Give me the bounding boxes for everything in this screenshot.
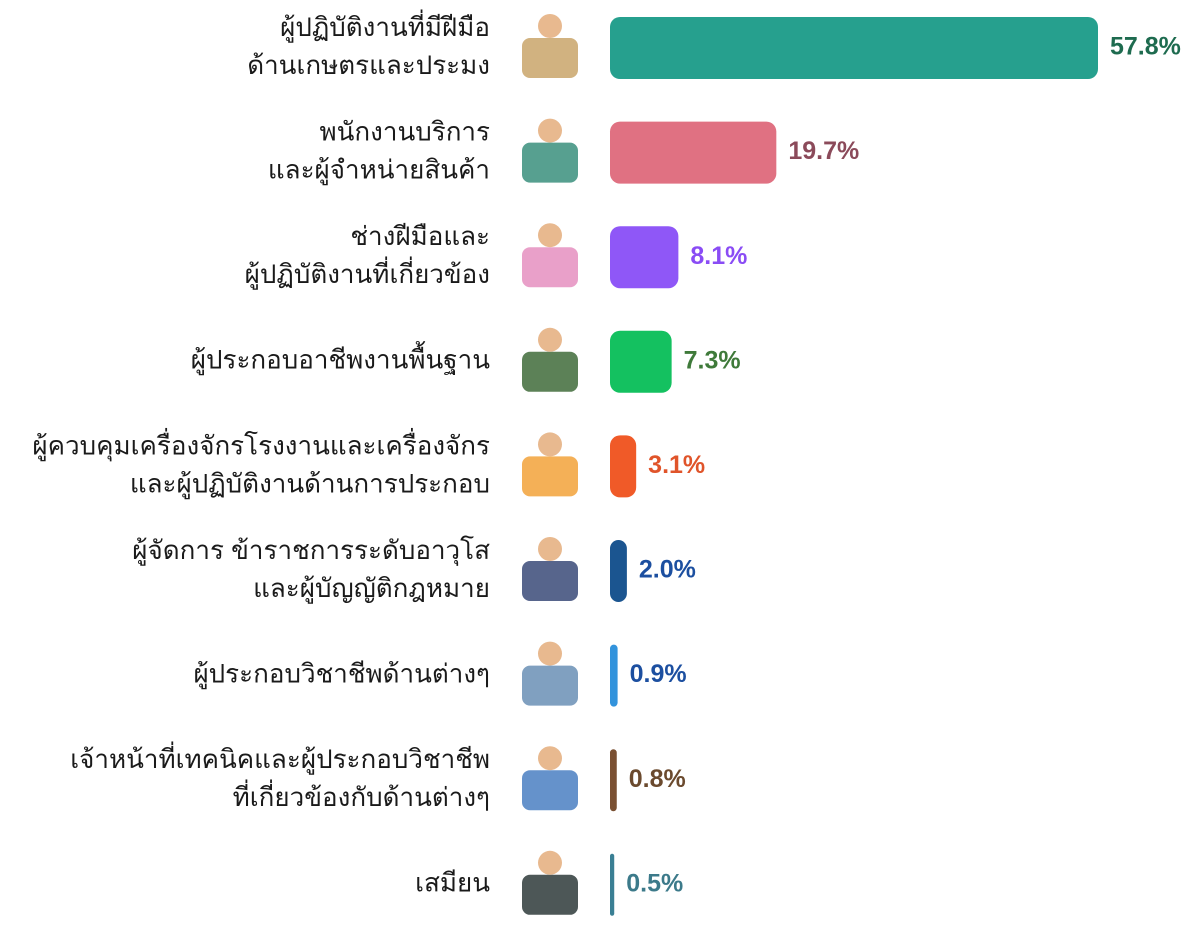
category-label: ผู้ปฏิบัติงานที่มีฝีมือ [280,9,490,43]
icon-body [522,456,578,497]
value-label: 0.9% [630,660,687,688]
bar [610,330,672,393]
value-label: 19.7% [788,137,859,165]
bar [610,749,617,812]
icon-body [522,38,578,78]
value-label: 3.1% [648,451,705,479]
icon-body [522,351,578,392]
bar [610,17,1098,79]
category-label: ช่างฝีมือและ [350,221,490,251]
icon-head [538,850,562,875]
category-label: ผู้จัดการ ข้าราชการระดับอาวุโส [132,535,490,566]
bar [610,540,627,602]
icon-head [538,537,562,561]
value-label: 0.5% [626,869,683,897]
icon-body [522,874,578,915]
category-label: และผู้บัญญัติกฎหมาย [253,573,490,604]
bar [610,644,618,707]
bar [610,121,777,184]
category-label: และผู้จำหน่ายสินค้า [268,154,490,185]
icon-body [522,770,578,811]
category-label: เสมียน [415,868,490,898]
category-label: ผู้ประกอบอาชีพงานพื้นฐาน [191,341,490,376]
icon-head [538,641,562,666]
icon-body [522,665,578,706]
category-label: ผู้ควบคุมเครื่องจักรโรงงานและเครื่องจักร [32,427,490,461]
value-label: 2.0% [639,556,696,584]
icon-head [538,118,562,143]
value-label: 7.3% [684,346,741,374]
category-label: ที่เกี่ยวข้องกับด้านต่างๆ [233,779,490,812]
icon-body [522,561,578,601]
icon-head [538,14,562,38]
value-label: 57.8% [1110,33,1181,61]
value-label: 8.1% [690,242,747,270]
value-label: 0.8% [629,765,686,793]
icon-head [538,746,562,771]
category-label: เจ้าหน้าที่เทคนิคและผู้ประกอบวิชาชีพ [70,741,490,775]
icon-head [538,327,562,352]
bar [610,226,679,289]
category-label: ด้านเกษตรและประมง [247,50,490,80]
category-label: ผู้ปฏิบัติงานที่เกี่ยวข้อง [245,256,490,290]
category-label: ผู้ประกอบวิชาชีพด้านต่างๆ [193,658,490,689]
bar [610,435,637,498]
bar [610,853,615,916]
icon-body [522,142,578,183]
icon-head [538,432,562,457]
icon-body [522,247,578,288]
category-label: พนักงานบริการ [320,116,491,146]
icon-head [538,223,562,248]
category-label: และผู้ปฏิบัติงานด้านการประกอบ [130,468,490,499]
